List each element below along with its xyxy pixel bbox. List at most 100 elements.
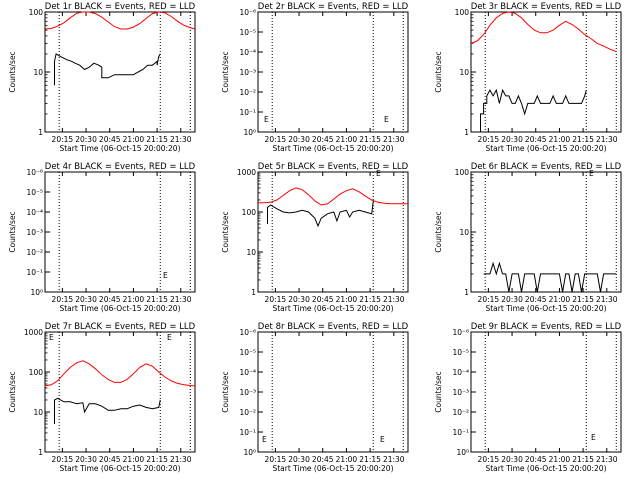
y-tick-label: 10⁻² [239,408,256,417]
x-tick-label: 20:30 [288,455,310,464]
x-axis-label: Start Time (06-Oct-15 20:00:20) [59,304,180,313]
x-tick-label: 20:15 [52,295,74,304]
x-tick-label: 21:30 [170,135,192,144]
x-tick-label: 21:15 [359,135,381,144]
chart-title: Det 8r BLACK = Events, RED = LLD [258,322,409,332]
plot-frame [44,11,196,133]
y-axis-label: Counts/sec [221,211,230,252]
series-events-line [54,397,161,424]
y-tick-label: 10 [33,68,43,77]
y-tick-label: 10⁰ [456,448,469,457]
event-marker: E [380,435,385,444]
y-axis-label: Counts/sec [8,371,17,412]
chart-title: Det 9r BLACK = Events, RED = LLD [471,322,622,332]
y-axis-label: Counts/sec [221,371,230,412]
x-tick-label: 21:00 [123,295,145,304]
y-tick-label: 10⁻⁴ [452,368,469,377]
y-tick-label: 10⁻³ [239,68,256,77]
y-tick-label: 10⁻⁶ [452,328,469,337]
y-tick-label: 10⁻² [239,88,256,97]
x-tick-label: 21:00 [123,135,145,144]
event-marker: E [589,169,594,178]
x-tick-label: 20:45 [525,295,547,304]
x-tick-label: 21:00 [549,455,571,464]
series-events-line [54,53,161,86]
x-tick-label: 20:30 [288,135,310,144]
y-tick-label: 1 [464,288,469,297]
x-tick-label: 20:15 [478,295,500,304]
chart-title: Det 7r BLACK = Events, RED = LLD [45,322,196,332]
chart-title: Det 1r BLACK = Events, RED = LLD [45,2,196,12]
plot-frame [44,331,196,453]
series-lld-line [44,360,196,387]
plot-frame [44,171,196,293]
chart-panel-5: Det 5r BLACK = Events, RED = LLD 1 10 100 10… [221,162,409,313]
chart-panel-8: Det 8r BLACK = Events, RED = LLD 10⁰ 10⁻¹ 1… [221,322,409,473]
chart-panel-1: Det 1r BLACK = Events, RED = LLD 1 10 100 20… [8,2,196,153]
y-tick-label: 10⁻⁵ [26,188,43,197]
y-tick-label: 1 [251,288,256,297]
x-tick-label: 20:45 [312,295,334,304]
y-tick-label: 100 [29,8,44,17]
x-axis-label: Start Time (06-Oct-15 20:00:20) [485,304,606,313]
x-tick-label: 20:30 [501,455,523,464]
x-axis-label: Start Time (06-Oct-15 20:00:20) [272,464,393,473]
y-tick-label: 1000 [24,328,43,337]
x-tick-label: 20:45 [99,135,121,144]
y-tick-label: 10⁻⁵ [239,28,256,37]
y-tick-label: 10⁻¹ [239,108,256,117]
y-tick-label: 10 [459,68,469,77]
series-lld-line [44,11,196,30]
chart-title: Det 3r BLACK = Events, RED = LLD [471,2,622,12]
x-tick-label: 21:00 [549,295,571,304]
x-tick-label: 21:00 [123,455,145,464]
series-events-line [267,200,374,228]
y-tick-label: 10⁻⁶ [239,328,256,337]
x-axis-label: Start Time (06-Oct-15 20:00:20) [59,144,180,153]
x-tick-label: 21:30 [170,295,192,304]
x-tick-label: 20:15 [265,135,287,144]
x-tick-label: 20:15 [52,455,74,464]
x-tick-label: 21:15 [146,455,168,464]
plot-frame [470,331,622,453]
x-tick-label: 20:15 [265,455,287,464]
y-tick-label: 10⁻⁵ [452,348,469,357]
x-axis-label: Start Time (06-Oct-15 20:00:20) [485,464,606,473]
x-tick-label: 21:15 [572,455,594,464]
x-tick-label: 20:45 [312,455,334,464]
y-tick-label: 10⁻⁴ [239,48,256,57]
x-tick-label: 20:30 [75,455,97,464]
y-tick-label: 10 [33,408,43,417]
chart-title: Det 6r BLACK = Events, RED = LLD [471,162,622,172]
y-tick-label: 100 [455,8,470,17]
x-tick-label: 21:15 [359,295,381,304]
x-axis-label: Start Time (06-Oct-15 20:00:20) [272,144,393,153]
y-tick-label: 10⁻⁴ [26,208,43,217]
x-tick-label: 21:30 [170,455,192,464]
y-tick-label: 10⁻² [452,408,469,417]
y-tick-label: 1 [38,128,43,137]
x-tick-label: 21:30 [596,455,618,464]
y-tick-label: 10⁻⁵ [239,348,256,357]
y-tick-label: 10⁰ [30,288,43,297]
y-tick-label: 10⁻³ [26,228,43,237]
y-tick-label: 10⁻¹ [26,268,43,277]
x-tick-label: 21:00 [336,295,358,304]
event-marker: E [591,433,596,442]
y-tick-label: 100 [29,368,44,377]
x-tick-label: 21:30 [596,135,618,144]
x-tick-label: 20:45 [99,295,121,304]
y-axis-label: Counts/sec [434,371,443,412]
y-tick-label: 10⁻¹ [452,428,469,437]
y-tick-label: 10⁻³ [452,388,469,397]
x-tick-label: 21:30 [383,295,405,304]
y-axis-label: Counts/sec [434,51,443,92]
event-marker: E [384,115,389,124]
y-tick-label: 10⁻² [26,248,43,257]
event-marker: E [264,115,269,124]
x-tick-label: 21:30 [383,135,405,144]
x-tick-label: 21:00 [336,135,358,144]
chart-panel-7: Det 7r BLACK = Events, RED = LLD 1 10 100 10… [8,322,196,473]
chart-title: Det 4r BLACK = Events, RED = LLD [45,162,196,172]
y-tick-label: 10 [246,248,256,257]
